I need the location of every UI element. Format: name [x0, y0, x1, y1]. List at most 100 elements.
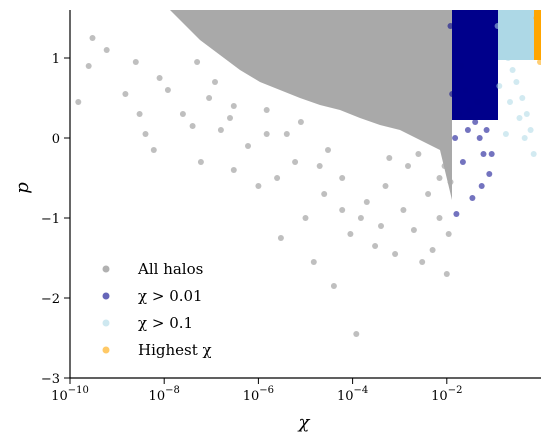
- all-halos-dense-cloud: [170, 10, 452, 200]
- data-point: [263, 131, 270, 137]
- data-point: [507, 99, 513, 105]
- data-point: [164, 87, 171, 93]
- chi-01-dense-band: [498, 10, 534, 60]
- data-point: [527, 127, 534, 133]
- data-point: [339, 175, 346, 181]
- y-tick-label: 0: [52, 132, 60, 147]
- data-point: [453, 211, 460, 217]
- data-point: [496, 83, 503, 89]
- data-point: [310, 259, 317, 265]
- data-point: [347, 231, 354, 237]
- x-tick-label: 10−4: [337, 385, 368, 404]
- data-point: [486, 171, 493, 177]
- data-point: [474, 99, 481, 105]
- plot-area: [75, 10, 541, 337]
- data-point: [502, 131, 509, 137]
- data-point: [494, 23, 501, 29]
- legend-marker: [102, 319, 110, 327]
- data-point: [505, 55, 512, 61]
- y-tick-label: −2: [41, 292, 60, 307]
- legend-marker: [102, 346, 110, 354]
- data-point: [230, 167, 237, 173]
- series-2: [494, 23, 537, 157]
- data-point: [519, 95, 526, 101]
- series-3: [533, 15, 541, 65]
- data-point: [483, 127, 490, 133]
- data-point: [386, 155, 393, 161]
- data-point: [372, 243, 379, 249]
- data-point: [325, 147, 331, 153]
- data-point: [478, 183, 485, 189]
- data-point: [189, 123, 196, 129]
- data-point: [530, 151, 537, 157]
- data-point: [469, 195, 476, 201]
- data-point: [523, 111, 530, 117]
- data-point: [277, 235, 284, 241]
- data-point: [459, 159, 466, 165]
- data-point: [156, 75, 163, 81]
- data-point: [142, 131, 149, 137]
- data-point: [535, 47, 541, 53]
- data-point: [230, 103, 237, 109]
- x-tick-label: 10−2: [431, 385, 462, 404]
- y-tick-label: 1: [52, 52, 60, 67]
- data-point: [103, 47, 110, 53]
- data-point: [441, 163, 448, 169]
- data-point: [537, 59, 541, 65]
- data-point: [447, 23, 454, 29]
- y-tick-label: −1: [41, 212, 60, 227]
- legend-label: χ > 0.1: [138, 314, 193, 332]
- data-point: [212, 79, 218, 85]
- legend-marker: [102, 265, 110, 273]
- data-point: [415, 151, 422, 157]
- data-point: [75, 99, 82, 105]
- data-point: [400, 207, 407, 213]
- data-point: [85, 63, 92, 69]
- data-point: [476, 135, 483, 141]
- data-point: [206, 95, 213, 101]
- data-point: [274, 175, 281, 181]
- data-point: [136, 111, 143, 117]
- data-point: [245, 143, 251, 149]
- scatter-points: [75, 15, 541, 337]
- data-point: [132, 59, 139, 65]
- y-tick-label: −3: [41, 372, 60, 387]
- data-point: [255, 183, 262, 189]
- data-point: [194, 59, 201, 65]
- data-point: [297, 119, 304, 125]
- data-point: [330, 283, 337, 289]
- legend-label: All halos: [137, 260, 203, 278]
- series-1: [447, 23, 495, 217]
- data-point: [436, 175, 443, 181]
- x-ticks: 10−10 10−8 10−6 10−4 10−2: [51, 378, 462, 404]
- data-point: [513, 79, 520, 85]
- legend: All halos χ > 0.01 χ > 0.1 Highest χ: [102, 260, 212, 359]
- data-point: [462, 87, 469, 93]
- x-tick-label: 10−8: [149, 385, 180, 404]
- data-point: [227, 115, 233, 121]
- legend-marker: [102, 292, 110, 300]
- data-point: [534, 31, 541, 37]
- data-point: [480, 151, 487, 157]
- data-point: [363, 199, 370, 205]
- legend-label: χ > 0.01: [138, 287, 203, 305]
- data-point: [357, 215, 364, 221]
- data-point: [321, 191, 328, 197]
- x-tick-label: 10−6: [243, 385, 274, 404]
- data-point: [499, 39, 506, 45]
- data-point: [292, 159, 299, 165]
- legend-label: Highest χ: [138, 341, 212, 359]
- data-point: [378, 223, 384, 229]
- data-point: [472, 119, 479, 125]
- data-point: [443, 271, 450, 277]
- data-point: [283, 131, 290, 137]
- data-point: [302, 215, 309, 221]
- data-point: [89, 35, 96, 41]
- data-point: [263, 107, 270, 113]
- series-0: [75, 35, 454, 337]
- data-point: [516, 115, 523, 121]
- data-point: [466, 107, 473, 113]
- data-point: [382, 183, 389, 189]
- data-point: [445, 231, 452, 237]
